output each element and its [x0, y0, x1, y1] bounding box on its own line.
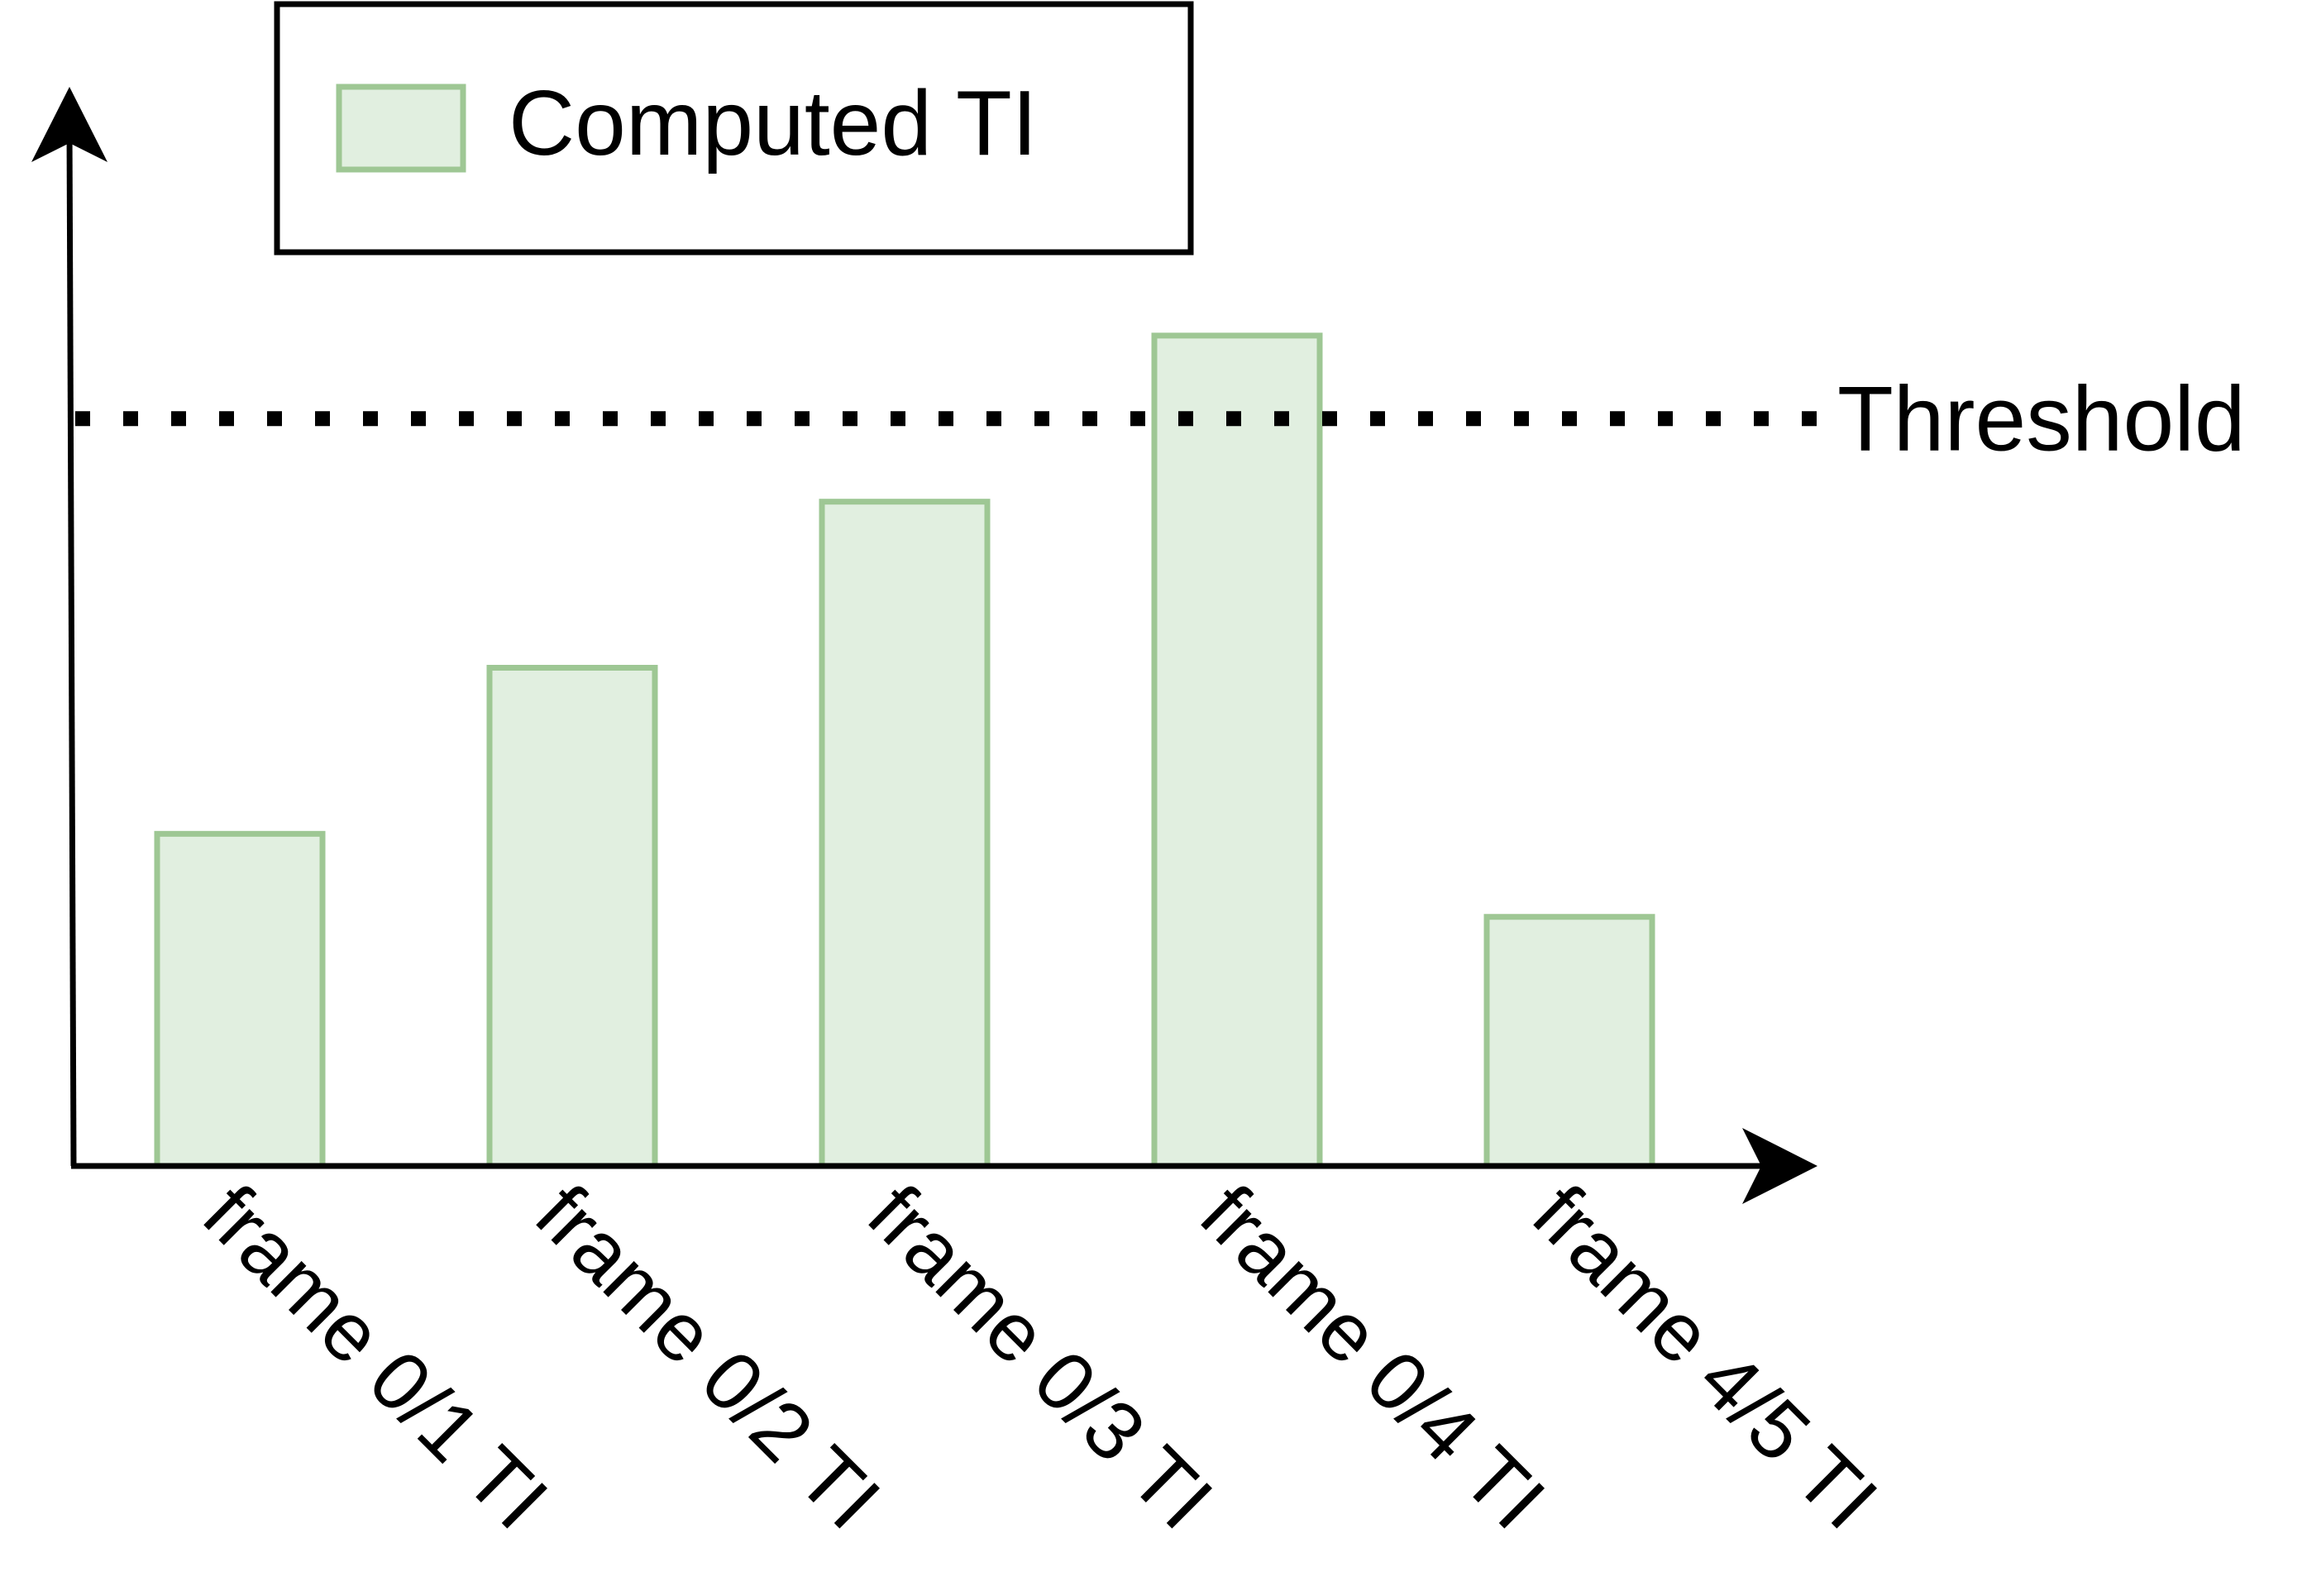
y-axis-arrow-icon — [31, 87, 107, 162]
threshold-label: Threshold — [1837, 367, 2246, 470]
legend: Computed TI — [274, 1, 1194, 256]
bar-1 — [154, 830, 326, 1169]
bar-4 — [1151, 332, 1323, 1169]
x-axis-arrow-icon — [1742, 1128, 1817, 1204]
x-tick-label-2: frame 0/2 TI — [518, 1167, 897, 1546]
x-tick-label-5: frame 4/5 TI — [1515, 1167, 1894, 1546]
x-tick-label-4: frame 0/4 TI — [1182, 1167, 1562, 1546]
legend-swatch — [336, 84, 466, 173]
threshold: Threshold — [75, 367, 2246, 470]
legend-label-computed-ti: Computed TI — [509, 72, 1038, 174]
x-tick-label-3: frame 0/3 TI — [850, 1167, 1230, 1546]
x-tick-label-1: frame 0/1 TI — [185, 1167, 565, 1546]
bars-group — [154, 332, 1655, 1169]
axes — [31, 87, 1817, 1204]
bar-3 — [819, 499, 991, 1169]
bar-5 — [1483, 914, 1655, 1169]
y-axis — [66, 127, 77, 1167]
bar-2 — [486, 665, 658, 1169]
